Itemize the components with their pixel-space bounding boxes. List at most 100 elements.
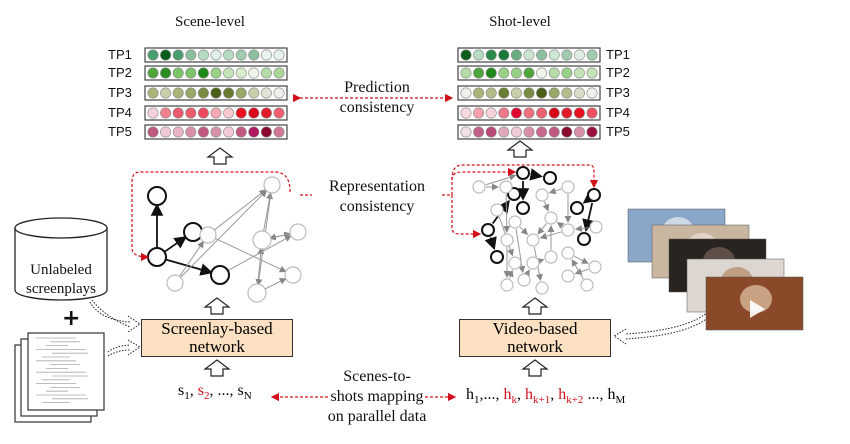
scene_panel-tp-dot: [260, 87, 272, 99]
shot-sequence-item: h1: [466, 386, 480, 407]
shot-graph-edge: [548, 187, 562, 195]
plus-sign: +: [62, 306, 81, 331]
mapping-line3: on parallel data: [327, 408, 427, 425]
input-flow-arrow: [107, 344, 131, 353]
shot_panel-tp-dot: [510, 67, 522, 79]
screenplay-network-line1: Screenlay-based: [161, 319, 273, 338]
scene-sequence-item: s1: [178, 382, 190, 402]
shot-graph-edge: [571, 259, 584, 280]
shot-graph-edge: [536, 258, 545, 265]
scene-graph-node: [183, 222, 203, 242]
shot-graph-node: [500, 278, 514, 292]
up-arrow-icon: [206, 147, 234, 165]
shot_panel-tp-dot: [473, 49, 485, 61]
shot_panel-tp-dot: [498, 126, 510, 138]
shot_panel-tp-label: TP4: [606, 105, 630, 120]
shot_panel-tp-dot: [548, 107, 560, 119]
scene_panel-tp-dot: [273, 126, 285, 138]
shot_panel-tp-dot: [473, 126, 485, 138]
shot-graph-node: [490, 250, 504, 264]
scene_panel-tp-dot: [248, 107, 260, 119]
scene_panel-tp-dot: [172, 107, 184, 119]
shot-sequence-item-subscript: k+1: [533, 394, 551, 407]
scene_panel-tp-dot: [197, 107, 209, 119]
scene_panel-tp-dot: [172, 87, 184, 99]
scene-sequence-item-base: s: [237, 382, 244, 399]
shot_panel-tp-dot: [548, 126, 560, 138]
screenplay-network-line2: network: [189, 337, 245, 356]
shot-graph-node: [577, 232, 591, 246]
scene-graph-node: [199, 226, 217, 244]
play-icon: [750, 300, 765, 318]
scene-graph-edge: [214, 237, 287, 273]
shot-graph-edge: [573, 255, 589, 264]
up-arrow-icon: [521, 297, 549, 315]
scene_panel-tp-dot: [185, 126, 197, 138]
shot_panel-tp-label: TP1: [606, 47, 630, 62]
shot-graph-node: [472, 180, 486, 194]
shot_panel-tp-dot: [510, 126, 522, 138]
shot-sequence-item: hk: [504, 386, 518, 407]
up-arrow-icon: [203, 359, 231, 377]
input-flow-arrow: [89, 301, 131, 323]
scene_panel-tp-dot: [223, 67, 235, 79]
scene_panel-tp-dot: [147, 87, 159, 99]
shot_panel-tp-dot: [460, 67, 472, 79]
scene_panel-tp-dot: [147, 126, 159, 138]
scene_panel-tp-dot: [248, 49, 260, 61]
shot-sequence-item-subscript: k: [511, 394, 518, 407]
scene_panel-tp-label: TP4: [108, 105, 132, 120]
scene-graph-node: [247, 283, 267, 303]
shot-sequence-item-base: h: [558, 386, 567, 403]
shot_panel-tp-dot: [536, 49, 548, 61]
scene_panel-tp-dot: [273, 87, 285, 99]
representation-consistency-label: Representation consistency: [329, 177, 425, 217]
scenes-to-shots-mapping-label: Scenes-to- shots mapping on parallel dat…: [328, 367, 427, 427]
scene_panel-tp-label: TP2: [108, 65, 132, 80]
shot-graph-node: [544, 250, 558, 264]
shot_panel-tp-dot: [485, 87, 497, 99]
shot_panel-tp-dot: [523, 49, 535, 61]
scene-graph-edge: [179, 189, 268, 279]
shot_panel-tp-dot: [573, 87, 585, 99]
video-flow-arrowhead: [613, 328, 627, 345]
shot_panel-tp-dot: [561, 87, 573, 99]
representation-consistency-line2: consistency: [339, 198, 415, 215]
scene_panel-tp-dot: [273, 107, 285, 119]
scene_panel-tp-dot: [210, 107, 222, 119]
scene_panel-tp-dot: [235, 87, 247, 99]
shot-sequence-item-base: h: [525, 386, 533, 403]
scene-graph-node: [289, 223, 307, 241]
shot-graph-node: [561, 180, 575, 194]
shot_panel-tp-dot: [561, 49, 573, 61]
shot_panel-tp-dot: [586, 126, 598, 138]
screenplay-based-network-box: Screenlay-based network: [141, 319, 293, 357]
scene_panel-tp-dot: [223, 107, 235, 119]
scene_panel-tp-dot: [185, 49, 197, 61]
shot-sequence-item-subscript: 1: [474, 394, 480, 407]
shot-sequence-separator: ,: [517, 386, 525, 403]
shot_panel-tp-dot: [473, 87, 485, 99]
video-based-network-box: Video-based network: [459, 319, 611, 357]
scene_panel-tp-dot: [185, 67, 197, 79]
scene_panel-tp-label: TP3: [108, 85, 132, 100]
shot_panel-tp-dot: [485, 67, 497, 79]
shot_panel-tp-dot: [460, 49, 472, 61]
shot-graph-edge: [574, 225, 590, 232]
shot-graph-node: [499, 180, 513, 194]
shot-graph-edge: [485, 173, 517, 186]
shot-graph-edge: [556, 222, 565, 229]
scene-graph-edge: [163, 236, 188, 254]
scene-sequence-separator: ,: [189, 382, 198, 399]
scene-sequence-item-subscript: 2: [203, 390, 210, 403]
up-arrow-icon: [521, 359, 549, 377]
shot-graph-edge: [506, 269, 514, 279]
shot-graph-node: [516, 166, 530, 180]
shot_panel-tp-dot: [573, 49, 585, 61]
up-arrow-icon: [203, 297, 231, 315]
scene_panel-tp-dot: [235, 67, 247, 79]
shot-graph-node: [580, 278, 594, 292]
database-top: [14, 217, 108, 239]
scene_panel-tp-dot: [210, 126, 222, 138]
